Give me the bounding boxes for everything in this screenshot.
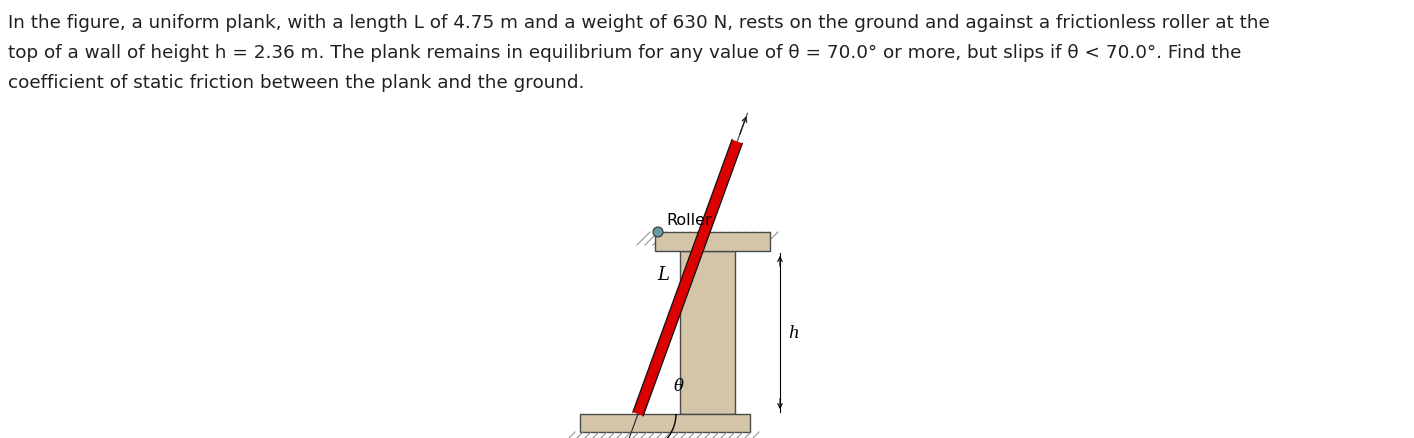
Text: In the figure, a uniform plank, with a length L of 4.75 m and a weight of 630 N,: In the figure, a uniform plank, with a l… xyxy=(8,14,1270,32)
Polygon shape xyxy=(655,233,771,251)
Text: top of a wall of height h = 2.36 m. The plank remains in equilibrium for any val: top of a wall of height h = 2.36 m. The … xyxy=(8,44,1241,62)
Text: θ: θ xyxy=(674,377,684,394)
Circle shape xyxy=(653,227,663,237)
Text: h: h xyxy=(788,324,799,341)
Polygon shape xyxy=(633,140,742,416)
Polygon shape xyxy=(580,414,749,432)
Text: Roller: Roller xyxy=(666,213,711,228)
Polygon shape xyxy=(680,251,735,414)
Text: L: L xyxy=(658,265,669,283)
Text: coefficient of static friction between the plank and the ground.: coefficient of static friction between t… xyxy=(8,74,584,92)
